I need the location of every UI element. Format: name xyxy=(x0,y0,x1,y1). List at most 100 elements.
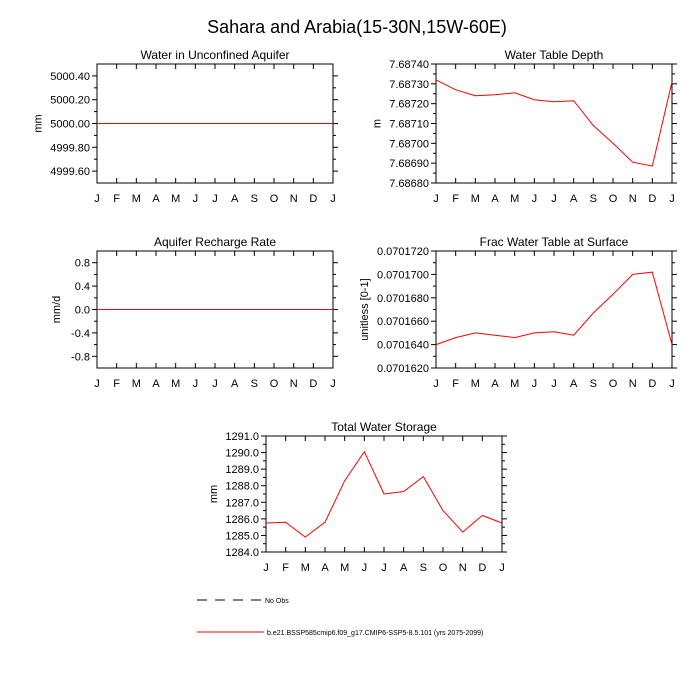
x-tick-label: J xyxy=(532,378,538,390)
y-tick-label: 1286.0 xyxy=(225,514,259,526)
series-line xyxy=(265,450,503,538)
x-tick-label: M xyxy=(301,562,310,574)
plot-frame xyxy=(435,63,673,184)
x-tick-label: A xyxy=(570,193,578,205)
y-tick-label: 7.68710 xyxy=(389,119,429,131)
y-axis-label: mm xyxy=(33,114,45,132)
x-tick-label: J xyxy=(669,378,675,390)
x-tick-label: J xyxy=(551,193,557,205)
x-tick-label: J xyxy=(94,193,100,205)
series-line xyxy=(435,79,673,167)
y-tick-label: 1289.0 xyxy=(225,464,259,476)
x-tick-label: J xyxy=(669,193,675,205)
y-tick-label: 0.0701620 xyxy=(377,363,429,375)
x-tick-label: S xyxy=(590,193,597,205)
y-tick-label: -0.8 xyxy=(71,351,90,363)
x-tick-label: A xyxy=(231,193,239,205)
legend-obs-label: No Obs xyxy=(265,598,289,605)
y-tick-label: 7.68690 xyxy=(389,158,429,170)
x-tick-label: F xyxy=(452,193,459,205)
x-tick-label: J xyxy=(532,193,538,205)
x-tick-label: O xyxy=(609,378,618,390)
x-tick-label: D xyxy=(478,562,486,574)
y-tick-label: 7.68740 xyxy=(389,59,429,71)
figure-title: Sahara and Arabia(15-30N,15W-60E) xyxy=(207,17,507,37)
x-tick-label: M xyxy=(510,378,519,390)
x-tick-label: O xyxy=(270,193,279,205)
x-tick-label: A xyxy=(400,562,408,574)
x-tick-label: J xyxy=(94,378,100,390)
x-tick-label: D xyxy=(648,378,656,390)
x-tick-label: M xyxy=(132,378,141,390)
x-tick-label: J xyxy=(212,193,218,205)
panel-title: Aquifer Recharge Rate xyxy=(154,235,276,249)
x-tick-label: D xyxy=(309,193,317,205)
y-tick-label: 0.0701680 xyxy=(377,293,429,305)
y-tick-label: 5000.00 xyxy=(50,119,90,131)
x-tick-label: A xyxy=(152,193,160,205)
panel-title: Total Water Storage xyxy=(331,420,437,434)
x-tick-label: A xyxy=(570,378,578,390)
y-tick-label: 0.0701720 xyxy=(377,246,429,258)
y-tick-label: 1290.0 xyxy=(225,448,259,460)
x-tick-label: F xyxy=(282,562,289,574)
x-tick-label: A xyxy=(231,378,239,390)
x-tick-label: N xyxy=(629,193,637,205)
y-axis-label: mm/d xyxy=(51,296,63,324)
y-tick-label: 7.68680 xyxy=(389,178,429,190)
x-tick-label: J xyxy=(381,562,387,574)
y-tick-label: 1287.0 xyxy=(225,497,259,509)
x-tick-label: D xyxy=(309,378,317,390)
x-tick-label: M xyxy=(132,193,141,205)
x-tick-label: M xyxy=(171,378,180,390)
x-tick-label: M xyxy=(340,562,349,574)
x-tick-label: J xyxy=(263,562,269,574)
y-tick-label: -0.4 xyxy=(71,328,90,340)
y-tick-label: 1284.0 xyxy=(225,547,259,559)
x-tick-label: A xyxy=(491,193,499,205)
x-tick-label: N xyxy=(459,562,467,574)
x-tick-label: S xyxy=(251,378,258,390)
y-tick-label: 5000.40 xyxy=(50,71,90,83)
x-tick-label: F xyxy=(113,378,120,390)
y-tick-label: 4999.60 xyxy=(50,166,90,178)
x-tick-label: D xyxy=(648,193,656,205)
panel-title: Frac Water Table at Surface xyxy=(480,235,629,249)
x-tick-label: J xyxy=(433,378,439,390)
y-tick-label: 0.4 xyxy=(75,281,90,293)
x-tick-label: M xyxy=(510,193,519,205)
panel-title: Water Table Depth xyxy=(505,48,604,62)
x-tick-label: O xyxy=(270,378,279,390)
y-tick-label: 7.68730 xyxy=(389,79,429,91)
y-axis-label: mm xyxy=(208,485,220,503)
y-tick-label: 0.0701640 xyxy=(377,340,429,352)
x-tick-label: O xyxy=(439,562,448,574)
x-tick-label: N xyxy=(629,378,637,390)
x-tick-label: A xyxy=(491,378,499,390)
y-tick-label: 0.8 xyxy=(75,258,90,270)
y-tick-label: 1285.0 xyxy=(225,530,259,542)
x-tick-label: S xyxy=(251,193,258,205)
x-tick-label: J xyxy=(551,378,557,390)
x-tick-label: J xyxy=(499,562,505,574)
x-tick-label: S xyxy=(420,562,427,574)
y-tick-label: 0.0 xyxy=(75,305,90,317)
y-tick-label: 0.0701660 xyxy=(377,316,429,328)
y-axis-label: unitless [0-1] xyxy=(359,278,371,340)
x-tick-label: J xyxy=(433,193,439,205)
y-tick-label: 7.68700 xyxy=(389,138,429,150)
x-tick-label: J xyxy=(330,378,336,390)
x-tick-label: J xyxy=(362,562,368,574)
x-tick-label: F xyxy=(452,378,459,390)
x-tick-label: M xyxy=(471,378,480,390)
y-tick-label: 0.0701700 xyxy=(377,269,429,281)
x-tick-label: N xyxy=(290,193,298,205)
y-tick-label: 5000.20 xyxy=(50,95,90,107)
panel-title: Water in Unconfined Aquifer xyxy=(141,48,290,62)
